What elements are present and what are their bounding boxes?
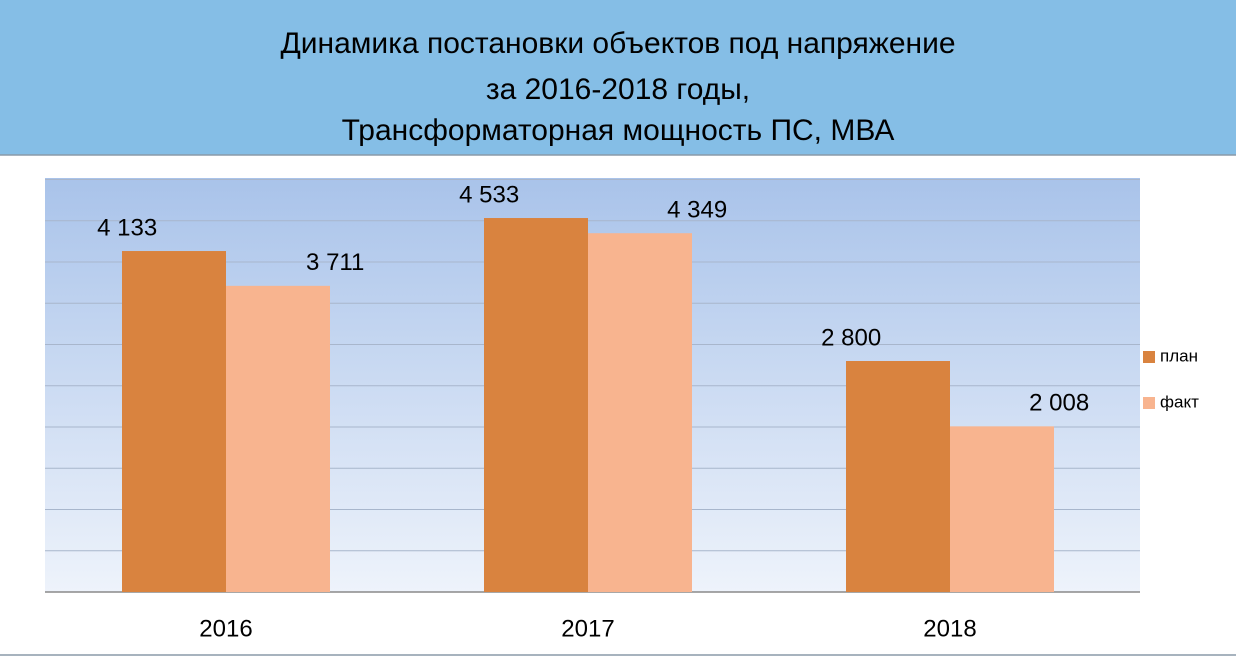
bar xyxy=(122,251,226,592)
chart-title: за 2016-2018 годы, xyxy=(486,73,750,106)
chart-title: Динамика постановки объектов под напряже… xyxy=(280,27,955,60)
data-label: 3 711 xyxy=(306,249,364,276)
legend-label: план xyxy=(1160,346,1198,365)
chart-title: Трансформаторная мощность ПС, МВА xyxy=(342,114,895,147)
bar xyxy=(950,426,1054,592)
x-tick-label: 2017 xyxy=(561,615,614,642)
bar xyxy=(846,361,950,592)
bar xyxy=(226,285,330,592)
data-label: 4 349 xyxy=(667,197,727,224)
data-label: 4 533 xyxy=(459,181,519,208)
bar xyxy=(484,218,588,592)
data-label: 2 800 xyxy=(821,324,881,351)
legend-swatch xyxy=(1143,397,1155,409)
data-label: 2 008 xyxy=(1029,390,1089,417)
title-band xyxy=(0,0,1236,155)
legend-label: факт xyxy=(1160,392,1199,411)
x-tick-label: 2016 xyxy=(199,615,252,642)
legend-swatch xyxy=(1143,351,1155,363)
bar xyxy=(588,233,692,592)
x-tick-label: 2018 xyxy=(923,615,976,642)
data-label: 4 133 xyxy=(97,214,157,241)
